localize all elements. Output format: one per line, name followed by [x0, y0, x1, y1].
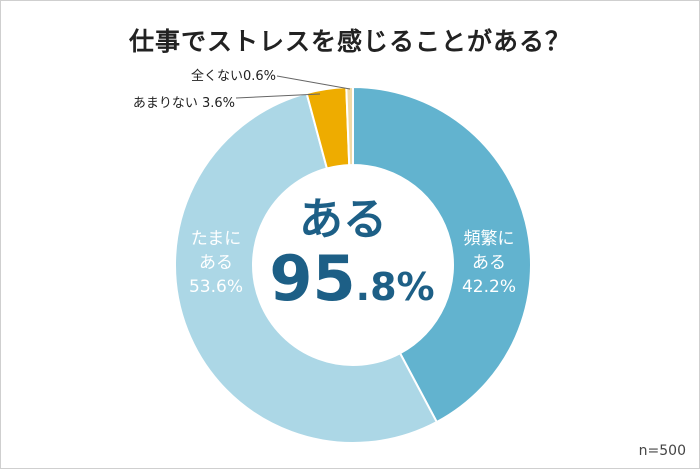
slice-3: [345, 85, 354, 167]
slice-0: [352, 85, 532, 424]
center-label: ある: [299, 194, 387, 245]
slice-label-2: あまりない 3.6%: [133, 96, 235, 111]
leader-line-2: [235, 93, 321, 99]
center-value-main: 95: [269, 242, 355, 315]
slice-label-0: 頻繁にある 42.2%: [462, 229, 516, 297]
center-value: 95.8%: [269, 242, 434, 315]
center-value-sub: .8%: [356, 265, 435, 309]
center-summary: ある 95.8%: [269, 194, 434, 315]
chart-title: 仕事でストレスを感じることがある？: [128, 27, 571, 56]
leader-line-3: [276, 75, 351, 90]
slice-1: [174, 91, 439, 444]
slice-label-3: 全くない0.6%: [191, 68, 276, 84]
sample-size: n=500: [638, 443, 686, 459]
slice-label-1: たまにある 53.6%: [189, 229, 243, 297]
